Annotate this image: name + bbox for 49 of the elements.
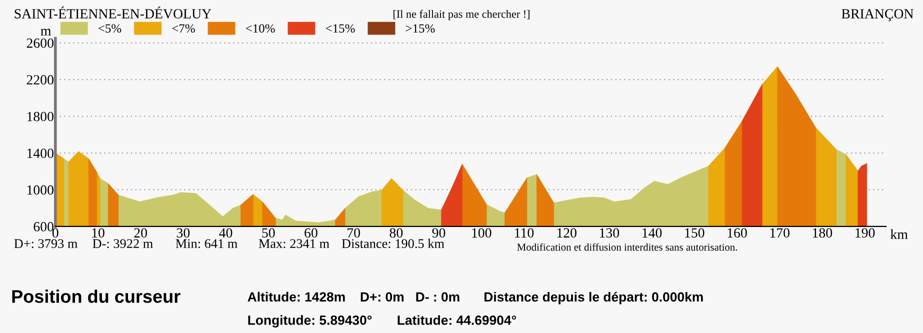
x-tick-label: 180 [812, 228, 832, 238]
y-tick-label: 1800 [27, 112, 54, 122]
y-tick-label: 1400 [27, 148, 54, 158]
x-tick-label: 40 [219, 228, 232, 238]
x-tick-label: 190 [856, 228, 875, 238]
x-tick-label: 20 [134, 228, 147, 238]
text: Latitude: 44.69904° [398, 315, 516, 325]
text: Distance depuis le départ: 0.000km [484, 292, 703, 304]
x-tick-label: 60 [304, 228, 318, 238]
x-tick-label: 90 [432, 228, 446, 238]
chart-title: [Il ne fallait pas me chercher !] [394, 10, 530, 20]
y-axis-title: m [40, 28, 52, 36]
text: Longitude: 5.89430° [248, 315, 372, 328]
x-tick-label: 150 [685, 228, 704, 238]
text: D+: 0m [360, 292, 404, 302]
x-tick-label: 70 [348, 228, 360, 238]
y-tick-label: 2200 [26, 75, 54, 85]
x-tick-label: 80 [390, 228, 403, 238]
x-tick-label: 160 [728, 228, 747, 238]
legend-label: <10% [246, 24, 275, 33]
x-tick-label: 120 [557, 228, 576, 238]
x-tick-label: 130 [600, 228, 620, 238]
text: Position du curseur [12, 290, 180, 303]
legend-label: >15% [406, 24, 435, 33]
text: Max: 2341 m [258, 239, 330, 248]
legend-label: <7% [172, 24, 195, 33]
x-tick-label: 100 [472, 228, 492, 238]
x-axis-title: km [890, 229, 908, 239]
text: D- : 0m [416, 292, 460, 302]
x-tick-label: 50 [262, 228, 275, 238]
text: Distance: 190.5 km [342, 238, 444, 248]
text: Modification et diffusion interdites sans autorisation. [517, 243, 738, 251]
y-tick-label: 600 [34, 222, 54, 232]
legend-label: <15% [326, 24, 355, 33]
legend-label: <5% [98, 24, 122, 33]
x-tick-label: 10 [92, 228, 104, 238]
text: Altitude: 1428m [248, 292, 345, 302]
y-tick-label: 1000 [27, 185, 54, 195]
text: D-: 3922 m [92, 239, 153, 248]
x-tick-label: 110 [515, 228, 534, 238]
text: Min: 641 m [176, 239, 238, 248]
text: SAINT-ÉTIENNE-EN-DÉVOLUY [14, 6, 212, 19]
y-tick-label: 2600 [26, 38, 54, 48]
text: BRIANÇON [842, 9, 914, 22]
x-tick-label: 170 [770, 228, 790, 238]
x-tick-label: 140 [642, 228, 662, 238]
x-tick-label: 30 [176, 228, 190, 238]
text: D+: 3793 m [14, 239, 78, 248]
x-tick-label: 0 [52, 228, 58, 238]
